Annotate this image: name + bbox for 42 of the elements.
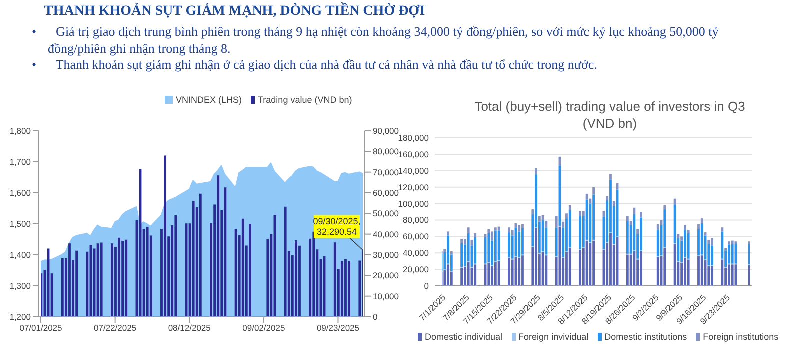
y2-tick-label: 60,000 [373, 188, 400, 198]
y-tick-label: 60,000 [403, 232, 430, 242]
y-tick-label: 1,700 [10, 157, 32, 168]
legend-label: Trading value (VND bn) [258, 95, 352, 105]
text: • Thanh khoản sụt giảm ghi nhận ở cả giao dịch của nhà đầu tư cá nhân và nhà đầu tư tổ chức trong nước. [32, 57, 598, 74]
x-tick-label: 09/23/2025 [316, 323, 360, 334]
y2-tick-label: 40,000 [373, 229, 400, 240]
y-tick-label: 1,500 [10, 219, 32, 230]
y2-tick-label: 10,000 [373, 291, 400, 302]
x-tick-label: 09/02/2025 [242, 323, 286, 334]
y-tick-label: 20,000 [403, 264, 430, 275]
y-tick-label: 1,200 [10, 312, 32, 322]
x-tick-label: 08/12/2025 [168, 323, 212, 334]
text: • Giá trị giao dịch trung bình phiên trong tháng 9 hạ nhiệt còn khoảng 34,000 tỷ đồng/phiên, so với mức kỷ lục khoảng 50,000 tỷ đồng/phiên ghi nhận trong tháng 8. [32, 24, 720, 57]
y2-tick-label: 80,000 [373, 146, 400, 157]
legend-label: Foreign invividual [518, 332, 589, 342]
y-tick-label: 140,000 [398, 166, 430, 176]
y-tick-label: 1,300 [10, 281, 32, 292]
y-tick-label: 160,000 [398, 149, 430, 160]
text: THANH KHOẢN SỤT GIẢM MẠNH, DÒNG TIỀN CHỜ ĐỢI [44, 4, 426, 20]
y-tick-label: 1,800 [10, 126, 32, 136]
y2-tick-label: 50,000 [373, 208, 400, 219]
y-tick-label: 100,000 [398, 198, 430, 209]
y-tick-label: 80,000 [403, 215, 430, 226]
y-tick-label: 40,000 [403, 248, 430, 258]
legend-label: Domestic institutions [604, 332, 688, 342]
legend-label: Domestic individual [425, 332, 503, 342]
y-tick-label: 1,400 [10, 250, 32, 260]
y2-tick-label: 70,000 [373, 167, 400, 178]
y2-tick-label: 30,000 [373, 250, 400, 260]
legend-label: Foreign institutions [703, 332, 779, 342]
chart-title: Total (buy+sell) trading value of investors in Q3 (VND bn) [474, 98, 746, 132]
y2-tick-label: 0 [373, 312, 378, 322]
y-tick-label: 1,600 [10, 188, 32, 198]
y-tick-label: 0 [424, 281, 430, 292]
y2-tick-label: 90,000 [373, 126, 400, 136]
x-tick-label: 07/22/2025 [94, 323, 137, 334]
y-tick-label: 120,000 [398, 182, 430, 192]
legend-label: VNINDEX (LHS) [176, 95, 242, 105]
x-tick-label: 07/01/2025 [20, 323, 63, 334]
y2-tick-label: 20,000 [373, 270, 400, 281]
y-tick-label: 180,000 [398, 133, 430, 144]
